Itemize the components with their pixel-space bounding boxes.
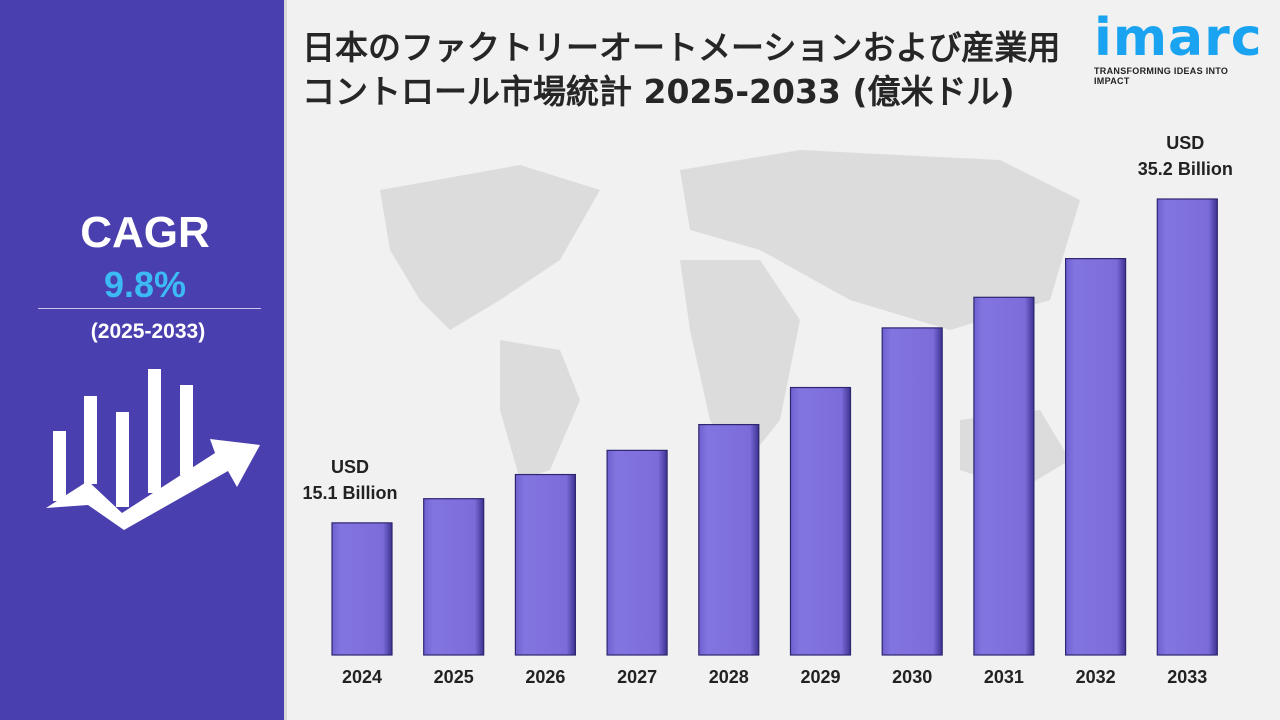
- bar-2027: [606, 449, 668, 656]
- imarc-logo: imarc TRANSFORMING IDEAS INTO IMPACT: [1094, 10, 1264, 86]
- logo-word: imarc: [1094, 8, 1263, 68]
- x-tick-label: 2030: [892, 667, 932, 687]
- x-tick-label: 2033: [1167, 667, 1207, 687]
- logo-tagline: TRANSFORMING IDEAS INTO IMPACT: [1094, 66, 1229, 86]
- chart-title: 日本のファクトリーオートメーションおよび産業用コントロール市場統計 2025-2…: [302, 28, 1061, 111]
- x-tick-label: 2024: [342, 667, 382, 687]
- x-tick-label: 2026: [525, 667, 565, 687]
- x-tick-label: 2029: [800, 667, 840, 687]
- growth-chart-icon: [46, 369, 260, 530]
- bar-2033: [1156, 198, 1218, 656]
- x-tick-label: 2027: [617, 667, 657, 687]
- data-label-value: 15.1 Billion: [302, 483, 397, 503]
- bar-2031: [973, 296, 1035, 656]
- bar-2028: [698, 423, 760, 656]
- bar-2026: [514, 473, 577, 656]
- bar-2029: [789, 386, 852, 656]
- cagr-panel: CAGR 9.8% (2025-2033): [0, 0, 287, 720]
- bar-2030: [881, 327, 943, 656]
- cagr-label: CAGR: [80, 208, 210, 257]
- cagr-period: (2025-2033): [90, 320, 206, 343]
- data-label-unit: USD: [331, 457, 369, 477]
- x-tick-label: 2032: [1076, 667, 1116, 687]
- data-label-unit: USD: [1166, 133, 1204, 153]
- x-tick-label: 2031: [984, 667, 1024, 687]
- cagr-value: 9.8%: [103, 264, 187, 305]
- x-tick-label: 2028: [709, 667, 749, 687]
- data-label-value: 35.2 Billion: [1138, 159, 1233, 179]
- x-tick-label: 2025: [434, 667, 474, 687]
- bar-2024: [331, 522, 393, 656]
- divider: [38, 308, 261, 309]
- bar-2025: [423, 498, 485, 656]
- bar-2032: [1064, 258, 1127, 656]
- world-map-background: [380, 150, 1080, 490]
